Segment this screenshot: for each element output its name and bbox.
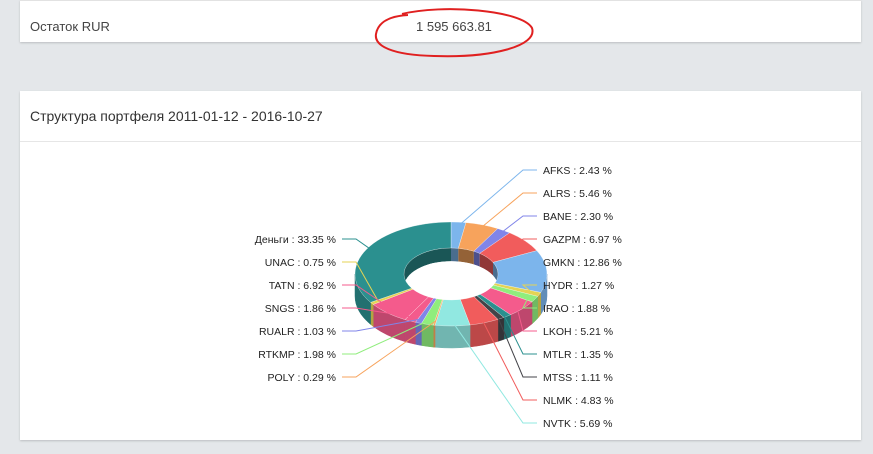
portfolio-card: Структура портфеля 2011-01-12 - 2016-10-… [20, 91, 861, 440]
label-NLMK: NLMK : 4.83 % [543, 395, 614, 407]
slice-inner-GAZPM-1 [479, 253, 494, 276]
label-GAZPM: GAZPM : 6.97 % [543, 234, 622, 246]
connector-GMKN [521, 261, 540, 272]
connector-UNAC [342, 261, 379, 302]
label-LKOH: LKOH : 5.21 % [543, 326, 613, 338]
slice-side-NVTK [434, 324, 471, 349]
connector-IRAO [522, 296, 537, 309]
label-MTLR: MTLR : 1.35 % [543, 349, 613, 361]
label-TATN: TATN : 6.92 % [269, 280, 336, 292]
balance-label: Остаток RUR [30, 19, 110, 34]
connector-MTLR [502, 312, 537, 355]
connector-AFKS [457, 169, 537, 227]
label-SNGS: SNGS : 1.86 % [265, 303, 336, 315]
label-MTSS: MTSS : 1.11 % [543, 372, 613, 384]
connector-ALRS [479, 192, 537, 230]
connector-BANE [499, 215, 537, 235]
portfolio-title: Структура портфеля 2011-01-12 - 2016-10-… [30, 108, 323, 124]
connector-NLMK [481, 318, 537, 401]
slice-inner-BANE-1 [473, 251, 480, 267]
slice-inner-Деньги-0 [404, 248, 451, 288]
label-ALRS: ALRS : 5.46 % [543, 188, 612, 200]
connector-MTSS [496, 314, 537, 378]
label-UNAC: UNAC : 0.75 % [265, 257, 336, 269]
portfolio-header: Структура портфеля 2011-01-12 - 2016-10-… [20, 91, 861, 142]
connector-GAZPM [518, 238, 537, 244]
slice-Деньги [354, 221, 452, 303]
slice-side-UNAC [370, 301, 374, 327]
connector-RTKMP [342, 319, 430, 355]
connector-Деньги [342, 238, 374, 252]
slice-inner-AFKS-1 [451, 248, 459, 262]
portfolio-pie-chart: AFKS : 2.43 % ALRS : 5.46 % BANE : 2.30 % G… [255, 165, 622, 430]
label-POLY: POLY : 0.29 % [268, 372, 337, 384]
connector-TATN [342, 284, 393, 311]
connector-SNGS [342, 307, 414, 318]
label-HYDR: HYDR : 1.27 % [543, 280, 614, 292]
slice-side-SNGS [404, 319, 416, 345]
slice-inner-ALRS-1 [458, 248, 474, 265]
label-NVTK: NVTK : 5.69 % [543, 418, 612, 430]
connector-NVTK [452, 321, 537, 424]
label-AFKS: AFKS : 2.43 % [543, 165, 612, 177]
label-RUALR: RUALR : 1.03 % [259, 326, 336, 338]
connector-RUALR [342, 318, 422, 332]
slice-side-HYDR [537, 291, 541, 320]
label-BANE: BANE : 2.30 % [543, 211, 613, 223]
label-RTKMP: RTKMP : 1.98 % [258, 349, 336, 361]
slice-side-POLY [433, 324, 436, 348]
balance-value: 1 595 663.81 [416, 19, 492, 34]
label-IRAO: IRAO : 1.88 % [543, 303, 610, 315]
balance-card: Остаток RUR 1 595 663.81 [20, 0, 861, 42]
connector-LKOH [516, 305, 537, 332]
connector-HYDR [521, 284, 537, 294]
connector-POLY [342, 320, 436, 378]
label-Деньги: Деньги : 33.35 % [255, 234, 336, 246]
label-GMKN: GMKN : 12.86 % [543, 257, 622, 269]
